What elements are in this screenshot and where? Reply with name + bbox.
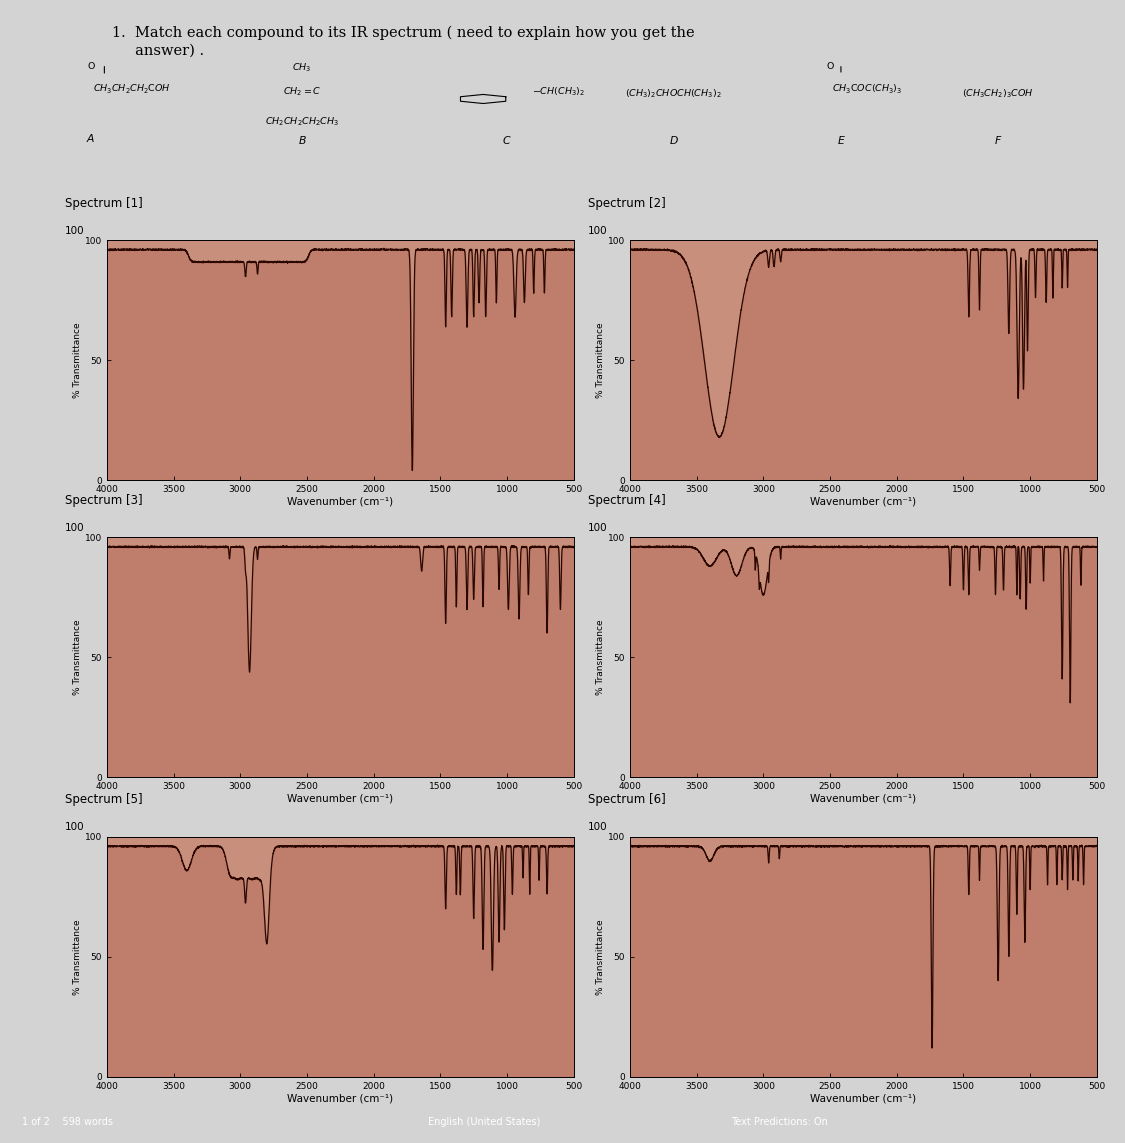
Y-axis label: % Transmittance: % Transmittance <box>596 620 605 695</box>
Text: $-CH(CH_3)_2$: $-CH(CH_3)_2$ <box>532 86 585 98</box>
Text: $(CH_3)_2CHOCH(CH_3)_2$: $(CH_3)_2CHOCH(CH_3)_2$ <box>626 88 722 101</box>
Text: answer) .: answer) . <box>112 43 205 57</box>
Text: O: O <box>827 62 834 71</box>
Text: $CH_3$: $CH_3$ <box>292 62 312 74</box>
Text: D: D <box>669 136 677 146</box>
Text: A: A <box>87 134 94 144</box>
Text: $(CH_3CH_2)_3COH$: $(CH_3CH_2)_3COH$ <box>962 88 1034 101</box>
Text: Text Predictions: On: Text Predictions: On <box>731 1118 828 1127</box>
Text: Spectrum [4]: Spectrum [4] <box>588 494 666 507</box>
Text: Spectrum [3]: Spectrum [3] <box>65 494 143 507</box>
Text: 100: 100 <box>588 822 608 832</box>
Text: English (United States): English (United States) <box>428 1118 540 1127</box>
Text: $CH_3\overset{}{\text{C}}OC(CH_3)_3$: $CH_3\overset{}{\text{C}}OC(CH_3)_3$ <box>831 82 902 96</box>
Text: C: C <box>503 136 510 146</box>
Text: Spectrum [2]: Spectrum [2] <box>588 197 666 210</box>
Text: $CH_2{=}C$: $CH_2{=}C$ <box>282 86 322 98</box>
Text: 1.  Match each compound to its IR spectrum ( need to explain how you get the: 1. Match each compound to its IR spectru… <box>112 25 695 40</box>
Text: 100: 100 <box>65 225 84 235</box>
X-axis label: Wavenumber (cm⁻¹): Wavenumber (cm⁻¹) <box>810 794 917 804</box>
Y-axis label: % Transmittance: % Transmittance <box>73 322 82 398</box>
Y-axis label: % Transmittance: % Transmittance <box>596 919 605 994</box>
X-axis label: Wavenumber (cm⁻¹): Wavenumber (cm⁻¹) <box>287 794 394 804</box>
Text: 100: 100 <box>65 522 84 533</box>
Y-axis label: % Transmittance: % Transmittance <box>73 919 82 994</box>
Y-axis label: % Transmittance: % Transmittance <box>596 322 605 398</box>
Text: 1 of 2    598 words: 1 of 2 598 words <box>22 1118 114 1127</box>
Text: 100: 100 <box>65 822 84 832</box>
Text: E: E <box>837 136 845 146</box>
X-axis label: Wavenumber (cm⁻¹): Wavenumber (cm⁻¹) <box>287 497 394 506</box>
X-axis label: Wavenumber (cm⁻¹): Wavenumber (cm⁻¹) <box>810 497 917 506</box>
Text: O: O <box>87 62 94 71</box>
Text: $CH_2CH_2CH_2CH_3$: $CH_2CH_2CH_2CH_3$ <box>266 115 340 128</box>
Text: 100: 100 <box>588 522 608 533</box>
Text: Spectrum [1]: Spectrum [1] <box>65 197 143 210</box>
Text: 100: 100 <box>588 225 608 235</box>
X-axis label: Wavenumber (cm⁻¹): Wavenumber (cm⁻¹) <box>287 1094 394 1103</box>
Text: Spectrum [5]: Spectrum [5] <box>65 793 143 807</box>
X-axis label: Wavenumber (cm⁻¹): Wavenumber (cm⁻¹) <box>810 1094 917 1103</box>
Text: $CH_3CH_2CH_2$$\overset{}{\text{C}}OH$: $CH_3CH_2CH_2$$\overset{}{\text{C}}OH$ <box>92 82 171 96</box>
Y-axis label: % Transmittance: % Transmittance <box>73 620 82 695</box>
Text: Spectrum [6]: Spectrum [6] <box>588 793 666 807</box>
Text: B: B <box>298 136 306 146</box>
Text: F: F <box>994 136 1001 146</box>
